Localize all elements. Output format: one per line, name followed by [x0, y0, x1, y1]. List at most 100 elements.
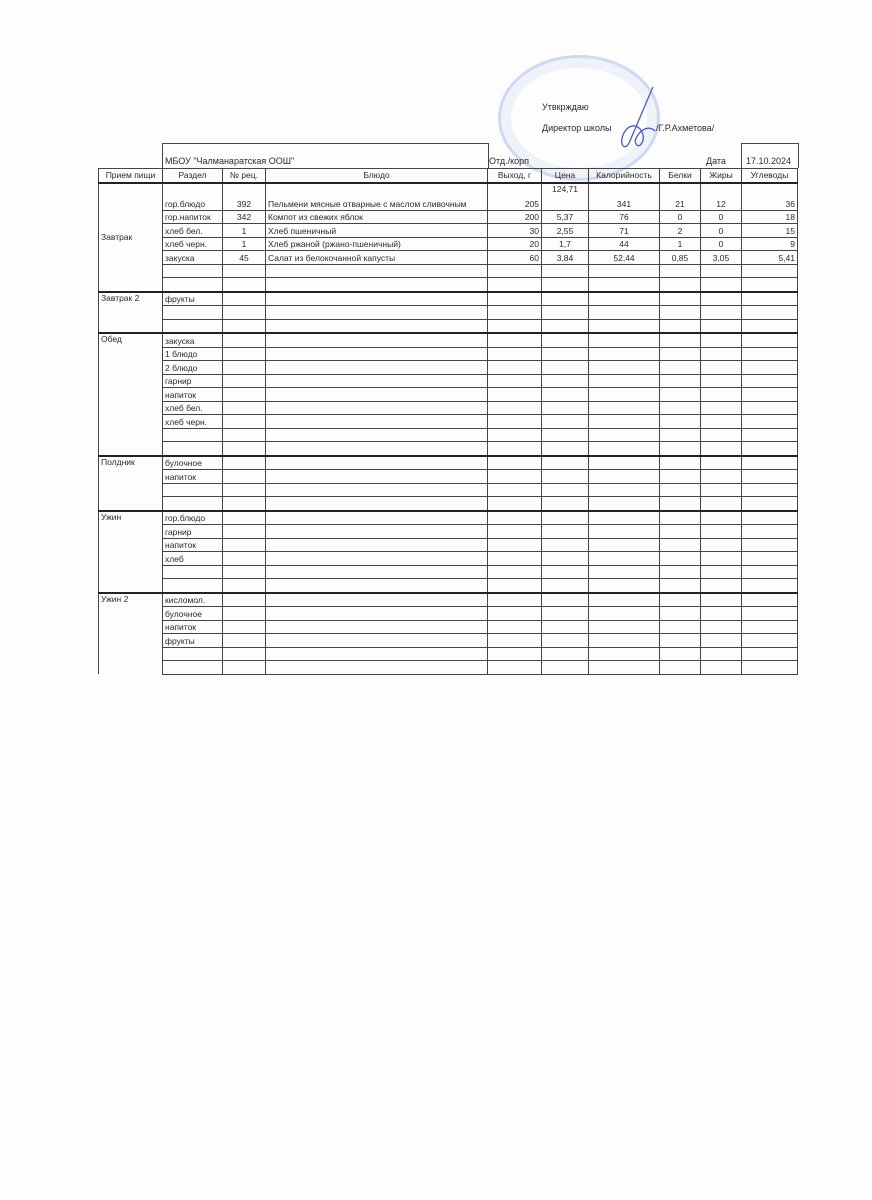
- cell-carbs: 15: [741, 223, 798, 238]
- cell-dish: [265, 263, 488, 278]
- cell-carbs: [741, 551, 798, 566]
- cell-section: гор.блюдо: [162, 181, 223, 211]
- table-row: хлеб: [99, 551, 798, 566]
- cell-fat: [700, 427, 742, 442]
- cell-calories: [588, 469, 660, 484]
- cell-carbs: [741, 469, 798, 484]
- cell-protein: [659, 263, 701, 278]
- cell-fat: [700, 551, 742, 566]
- cell-section: закуска: [162, 250, 223, 265]
- cell-recipe: [222, 332, 266, 348]
- table-row: [99, 263, 798, 278]
- cell-protein: [659, 591, 701, 607]
- approve-label: Утвкрждаю: [542, 102, 589, 112]
- cell-carbs: 36: [741, 181, 798, 211]
- cell-calories: [588, 360, 660, 375]
- cell-protein: [659, 619, 701, 634]
- cell-protein: [659, 606, 701, 621]
- cell-dish: [265, 564, 488, 579]
- cell-carbs: [741, 633, 798, 648]
- cell-calories: [588, 441, 660, 456]
- cell-yield: [487, 482, 542, 497]
- cell-protein: [659, 469, 701, 484]
- cell-carbs: [741, 619, 798, 634]
- cell-yield: [487, 469, 542, 484]
- cell-protein: [659, 537, 701, 552]
- table-row: Завтрак гор.блюдо 392 Пельмени мясные отвар…: [98, 181, 798, 292]
- cell-section: [162, 564, 223, 579]
- cell-dish: [265, 441, 488, 456]
- cell-yield: [487, 660, 542, 675]
- cell-carbs: [741, 646, 798, 661]
- cell-carbs: [741, 263, 798, 278]
- cell-section: гор.напиток: [162, 209, 223, 224]
- cell-recipe: [222, 454, 266, 470]
- cell-recipe: [222, 427, 266, 442]
- cell-carbs: [741, 441, 798, 456]
- cell-recipe: [222, 496, 266, 511]
- cell-section: хлеб черн.: [162, 414, 223, 429]
- cell-dish: [265, 619, 488, 634]
- table-row: [99, 660, 798, 675]
- table-row: [99, 427, 798, 442]
- cell-price: 5,37: [541, 209, 589, 224]
- cell-carbs: 5,41: [741, 250, 798, 265]
- cell-carbs: [741, 509, 798, 525]
- cell-section: [162, 305, 223, 320]
- cell-recipe: 1: [222, 236, 266, 251]
- cell-section: хлеб бел.: [162, 400, 223, 415]
- column-header: Белки: [659, 168, 701, 183]
- cell-calories: 76: [588, 209, 660, 224]
- cell-fat: [700, 318, 742, 334]
- cell-yield: [487, 551, 542, 566]
- cell-fat: 0: [700, 209, 742, 224]
- cell-recipe: [222, 564, 266, 579]
- date-value: 17.10.2024: [746, 156, 792, 166]
- cell-yield: [487, 318, 542, 334]
- table-row: напиток: [99, 387, 798, 402]
- cell-price: [541, 277, 589, 292]
- cell-section: закуска: [162, 332, 223, 348]
- cell-fat: [700, 346, 742, 361]
- cell-recipe: [222, 509, 266, 525]
- cell-protein: [659, 400, 701, 415]
- cell-fat: 0: [700, 223, 742, 238]
- cell-calories: [588, 606, 660, 621]
- cell-recipe: 392: [222, 181, 266, 211]
- cell-section: напиток: [162, 387, 223, 402]
- cell-carbs: [741, 360, 798, 375]
- cell-protein: [659, 387, 701, 402]
- column-header: Блюдо: [265, 168, 488, 183]
- cell-fat: [700, 469, 742, 484]
- cell-yield: [487, 454, 542, 470]
- table-row: Ужин 2 кисломол.: [98, 591, 798, 674]
- cell-yield: [487, 400, 542, 415]
- cell-fat: [700, 606, 742, 621]
- cell-section: фрукты: [162, 290, 223, 306]
- cell-price: [541, 305, 589, 320]
- cell-fat: [700, 360, 742, 375]
- cell-calories: [588, 346, 660, 361]
- cell-dish: [265, 633, 488, 648]
- cell-dish: [265, 305, 488, 320]
- cell-yield: [487, 524, 542, 539]
- cell-calories: 341: [588, 181, 660, 211]
- cell-fat: [700, 414, 742, 429]
- cell-dish: Хлеб ржаной (ржано-пшеничный): [265, 236, 488, 251]
- cell-calories: [588, 646, 660, 661]
- cell-yield: [487, 360, 542, 375]
- cell-carbs: [741, 606, 798, 621]
- cell-fat: [700, 277, 742, 292]
- cell-calories: [588, 305, 660, 320]
- director-label: Директор школы: [542, 123, 612, 133]
- cell-carbs: [741, 318, 798, 334]
- cell-section: 2 блюдо: [162, 360, 223, 375]
- cell-protein: 1: [659, 236, 701, 251]
- cell-dish: [265, 277, 488, 292]
- cell-dish: Салат из белокочанной капусты: [265, 250, 488, 265]
- cell-fat: [700, 263, 742, 278]
- cell-section: [162, 496, 223, 511]
- cell-fat: [700, 454, 742, 470]
- cell-dish: [265, 578, 488, 593]
- cell-section: булочное: [162, 454, 223, 470]
